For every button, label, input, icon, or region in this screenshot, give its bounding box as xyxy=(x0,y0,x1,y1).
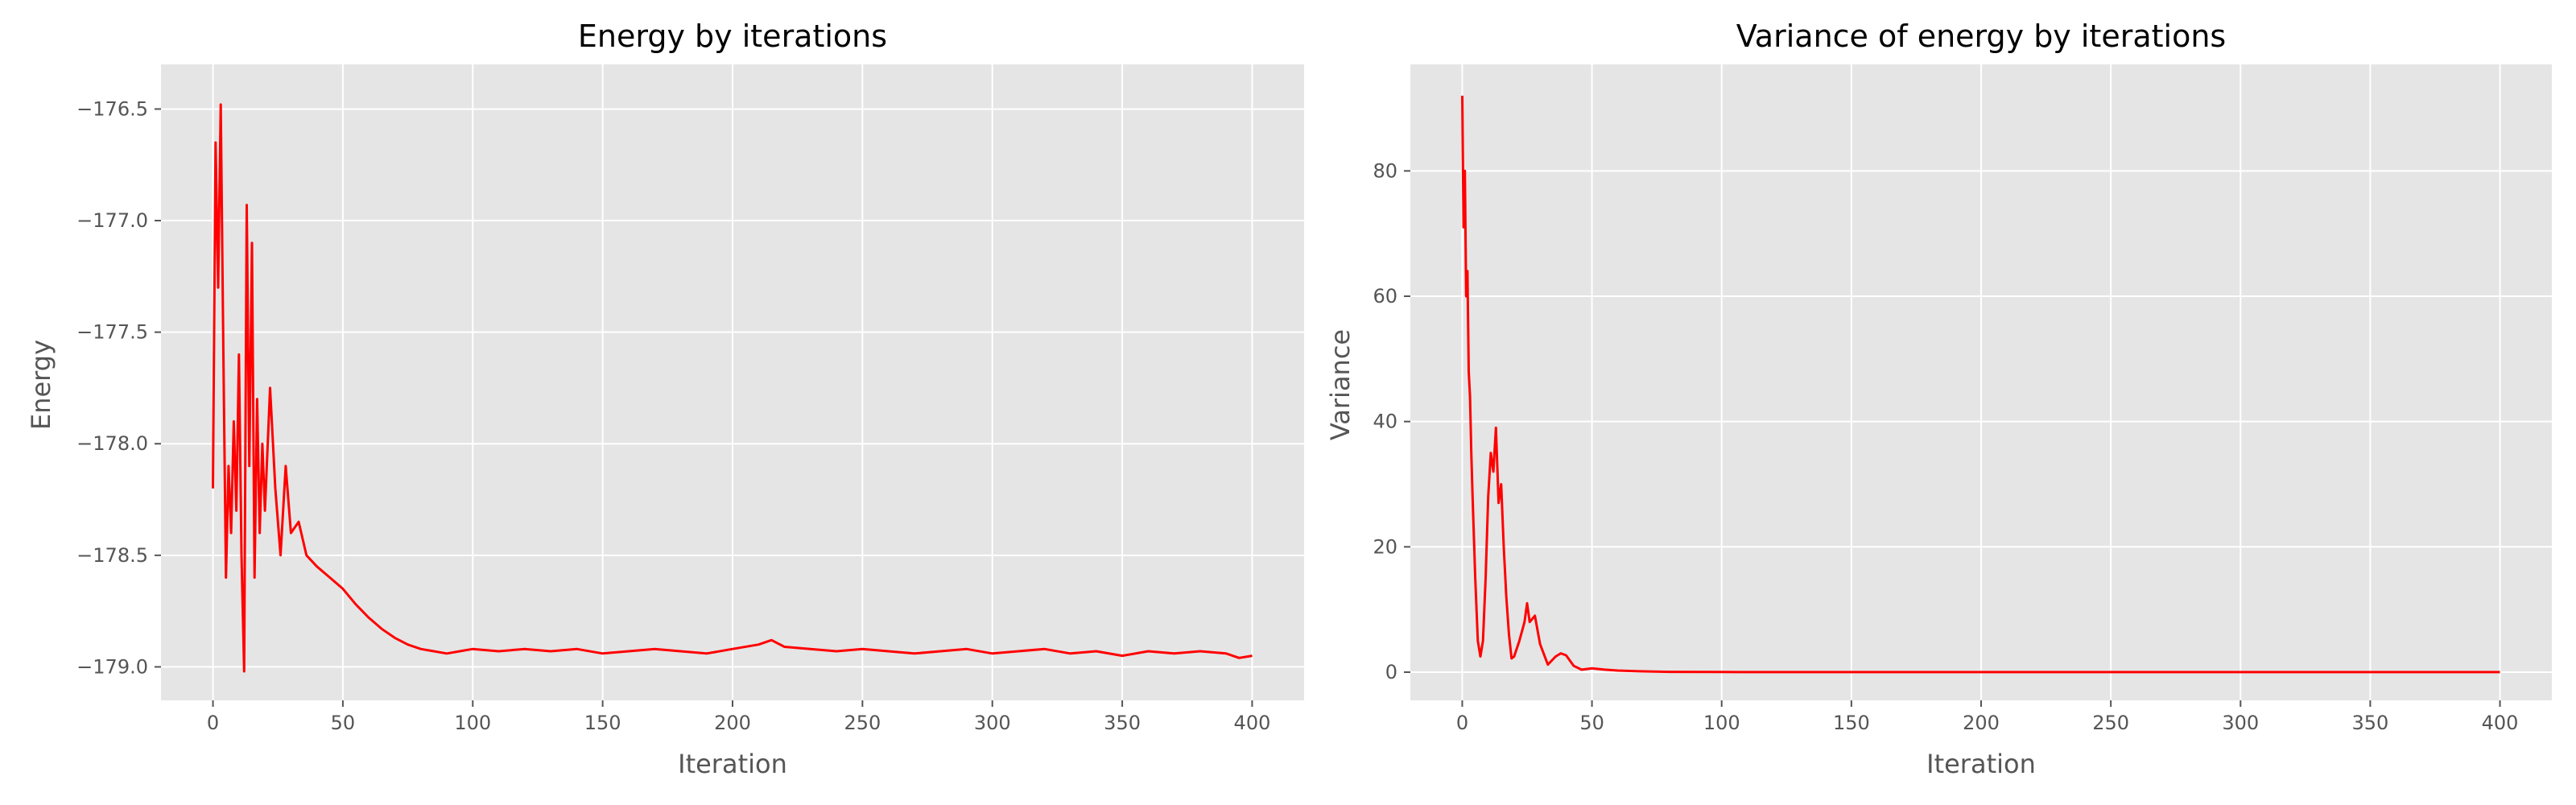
variance-y-tick-label: 40 xyxy=(1373,411,1397,433)
energy-x-tick-label: 50 xyxy=(331,712,356,734)
energy-x-tick-label: 200 xyxy=(714,712,751,734)
variance-x-tick-label: 100 xyxy=(1703,712,1740,734)
energy-x-tick-label: 100 xyxy=(454,712,491,734)
energy-x-tick-label: 350 xyxy=(1104,712,1141,734)
energy-series-line xyxy=(212,103,1253,673)
variance-x-tick-label: 400 xyxy=(2482,712,2519,734)
variance-chart-title: Variance of energy by iterations xyxy=(1736,19,2226,54)
energy-y-tick-label: −178.0 xyxy=(76,432,148,455)
variance-x-tick-label: 250 xyxy=(2092,712,2129,734)
energy-y-tick-label: −176.5 xyxy=(76,97,148,120)
energy-y-axis-label: Energy xyxy=(26,340,56,430)
energy-chart-panel: Energy by iterations Iteration Energy 0 5… xyxy=(26,19,1304,779)
energy-chart-title: Energy by iterations xyxy=(578,19,887,54)
variance-x-tick-label: 150 xyxy=(1833,712,1870,734)
variance-y-tick-label: 80 xyxy=(1373,159,1397,182)
variance-y-tick-label: 60 xyxy=(1373,285,1397,308)
variance-x-tick-label: 350 xyxy=(2352,712,2389,734)
energy-x-tick-label: 250 xyxy=(844,712,881,734)
variance-y-tick-label: 0 xyxy=(1385,661,1397,683)
variance-x-tick-label: 300 xyxy=(2222,712,2259,734)
energy-y-tick-label: −179.0 xyxy=(76,655,148,678)
variance-x-tick-label: 50 xyxy=(1579,712,1604,734)
energy-y-tick-label: −178.5 xyxy=(76,544,148,567)
energy-x-tick-label: 150 xyxy=(584,712,621,734)
energy-x-axis-label: Iteration xyxy=(678,749,787,779)
variance-y-tick-label: 20 xyxy=(1373,535,1397,558)
energy-x-tick-label: 0 xyxy=(207,712,219,734)
variance-chart-panel: Variance of energy by iterations Iterati… xyxy=(1325,19,2552,779)
variance-x-tick-label: 0 xyxy=(1456,712,1468,734)
variance-y-axis-label: Variance xyxy=(1325,329,1356,440)
energy-x-tick-label: 400 xyxy=(1234,712,1271,734)
variance-x-tick-label: 200 xyxy=(1963,712,2000,734)
energy-y-tick-label: −177.5 xyxy=(76,321,148,344)
energy-x-tick-label: 300 xyxy=(974,712,1011,734)
energy-y-tick-label: −177.0 xyxy=(76,209,148,232)
variance-series-line xyxy=(1461,95,2500,674)
variance-x-axis-label: Iteration xyxy=(1926,749,2036,779)
